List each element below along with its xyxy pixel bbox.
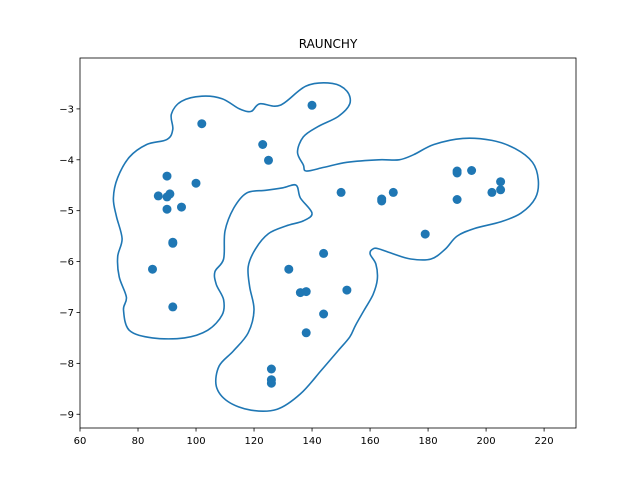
scatter-point (168, 302, 178, 312)
scatter-point (264, 155, 273, 165)
scatter-point (319, 309, 329, 319)
y-tick-label: −8 (59, 359, 74, 370)
scatter-point (496, 177, 506, 187)
scatter-point (153, 191, 163, 201)
scatter-point (388, 187, 398, 197)
y-tick-label: −5 (59, 206, 74, 217)
scatter-point (336, 187, 346, 197)
contour-line (112, 82, 540, 412)
axes-layer: 60 80 100 120 140 160 180 200 220 −9 −8 −7 −6 −5 −4 −3 (59, 57, 577, 447)
x-tick-label: 140 (302, 436, 321, 447)
x-tick-label: 220 (535, 436, 554, 447)
scatter-point (377, 196, 387, 206)
chart-title: RAUNCHY (299, 37, 358, 51)
scatter-point (258, 140, 268, 149)
x-tick-label: 100 (186, 436, 205, 447)
x-tick-label: 60 (74, 436, 87, 447)
scatter-point (162, 204, 172, 214)
scatter-point (266, 364, 276, 374)
scatter-point (284, 264, 294, 274)
scatter-point (301, 328, 311, 338)
points-layer (148, 100, 506, 388)
scatter-point (452, 168, 462, 178)
scatter-point (342, 285, 352, 295)
scatter-point (197, 119, 207, 129)
y-tick-label: −7 (59, 308, 74, 319)
y-tick-label: −9 (59, 410, 74, 421)
x-tick-label: 160 (361, 436, 380, 447)
scatter-point (496, 185, 506, 195)
scatter-point (168, 238, 178, 248)
plot-frame (79, 57, 577, 429)
scatter-point (301, 287, 311, 297)
x-tick-label: 180 (419, 436, 438, 447)
scatter-point (452, 195, 462, 204)
scatter-point (420, 229, 430, 239)
scatter-point (307, 100, 317, 110)
y-tick-label: −4 (59, 155, 74, 166)
scatter-point (319, 248, 329, 258)
scatter-point (177, 202, 186, 212)
scatter-point (148, 264, 157, 274)
y-tick-label: −6 (59, 257, 74, 268)
scatter-point (191, 178, 201, 188)
x-tick-label: 120 (244, 436, 263, 447)
x-tick-label: 200 (477, 436, 496, 447)
x-tick-label: 80 (132, 436, 145, 447)
scatter-point (266, 378, 276, 388)
scatter-point (165, 189, 175, 199)
scatter-point (487, 187, 497, 197)
scatter-point (467, 166, 477, 175)
y-tick-label: −3 (59, 104, 74, 115)
scatter-point (162, 171, 172, 181)
contour-layer (112, 82, 540, 412)
